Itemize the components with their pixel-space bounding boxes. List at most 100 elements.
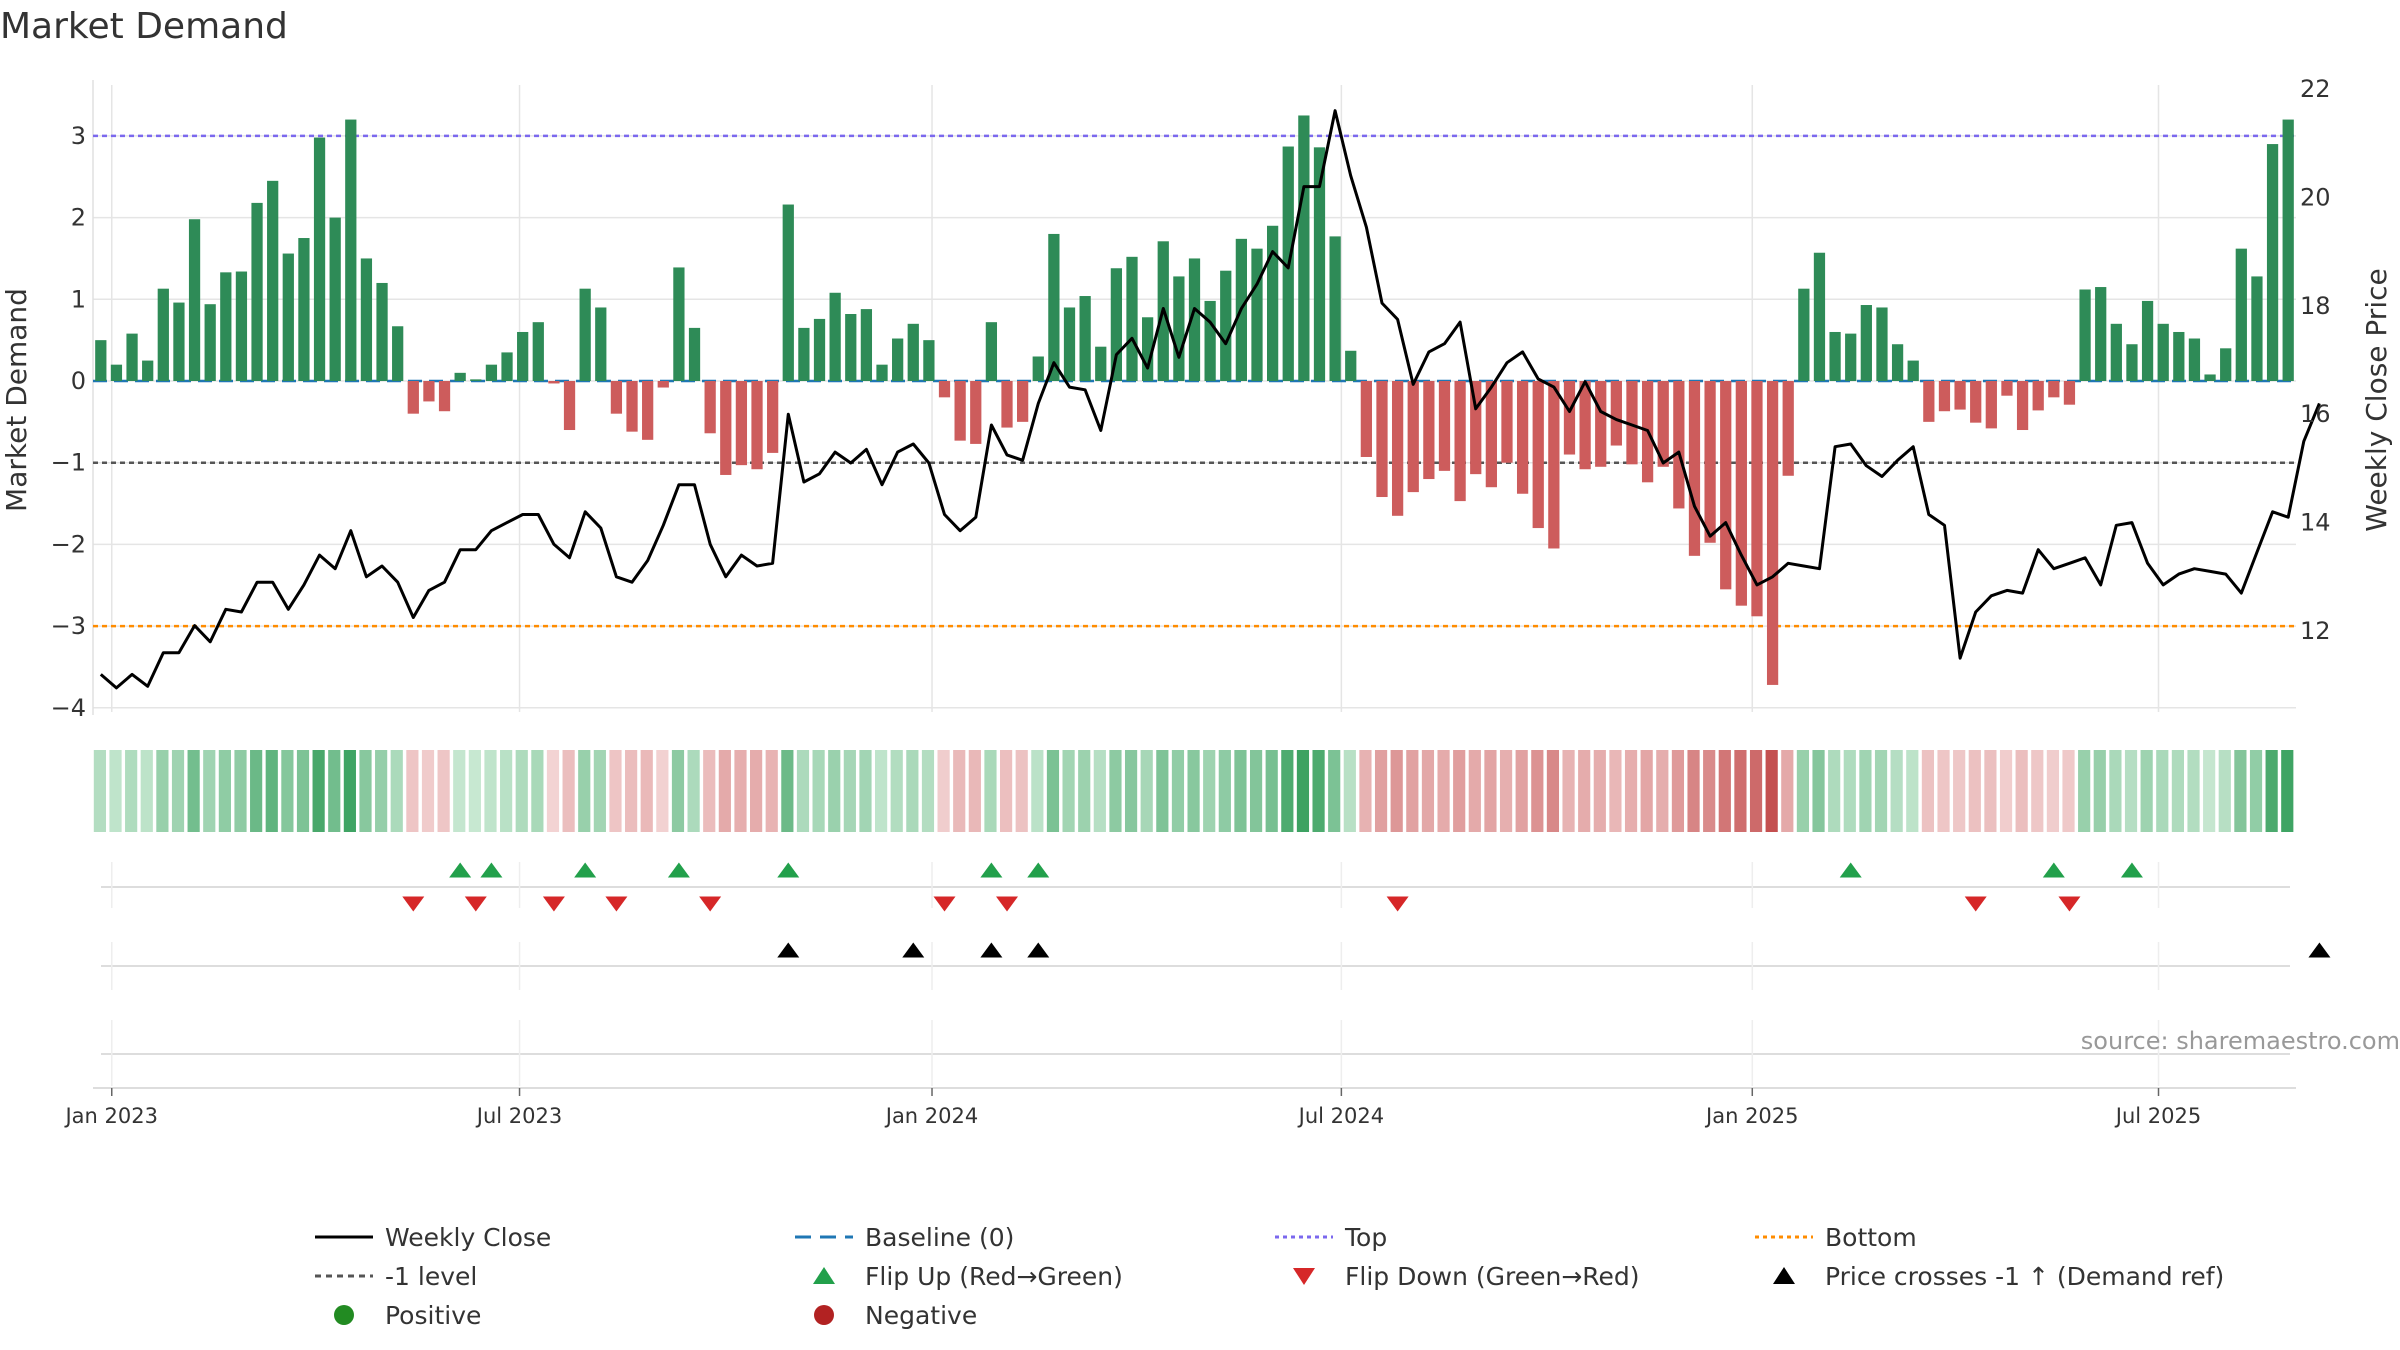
demand-bar [1938, 381, 1951, 412]
demand-bar [1298, 115, 1310, 381]
heat-tile [453, 750, 466, 832]
legend-label: Top [1344, 1223, 1387, 1252]
demand-bar [110, 364, 123, 381]
demand-bar [2095, 287, 2107, 381]
heat-tile [1437, 750, 1450, 832]
heat-tile [265, 750, 278, 832]
price-cross-marker [2308, 942, 2331, 958]
heat-tile [1124, 750, 1138, 832]
demand-bar [2001, 381, 2013, 396]
demand-bar [1423, 381, 1435, 480]
heat-tile [687, 750, 700, 832]
price-cross-marker [777, 942, 800, 958]
right-axis-ticks: 12 14 16 18 20 22 [2300, 75, 2331, 645]
demand-bar [298, 238, 310, 381]
demand-bar [1579, 381, 1591, 470]
left-tick-label: −4 [51, 694, 86, 722]
demand-bar [267, 180, 279, 381]
legend-flip-up-swatch [813, 1267, 835, 1284]
demand-bar [1626, 381, 1638, 465]
flip-up-marker [777, 862, 800, 878]
demand-bars [95, 115, 2294, 685]
heat-tile [953, 750, 966, 832]
demand-bar [454, 372, 466, 381]
demand-bar [1079, 296, 1091, 381]
heat-tile [1859, 750, 1872, 832]
heat-tile [781, 750, 794, 832]
heat-tile [1359, 750, 1372, 832]
demand-bar [1345, 350, 1357, 381]
demand-bar [767, 381, 779, 453]
heat-tile [1249, 750, 1263, 832]
demand-bar [1142, 317, 1154, 381]
demand-bar [1673, 381, 1685, 509]
demand-bar [1173, 276, 1185, 381]
demand-bar [1782, 381, 1794, 476]
heat-tile [1609, 750, 1622, 832]
heat-tile [312, 750, 325, 832]
demand-bar [188, 219, 201, 381]
demand-bar [1329, 236, 1341, 381]
heat-tile [1687, 750, 1700, 832]
left-tick-label: −3 [51, 612, 86, 640]
x-tick-label: Jul 2023 [475, 1104, 562, 1128]
left-axis-label: Market Demand [0, 288, 33, 512]
heat-tile [359, 750, 372, 832]
heat-tile [187, 750, 200, 832]
heat-tile [750, 750, 763, 832]
left-tick-label: −2 [51, 530, 86, 558]
flip-down-marker [464, 896, 487, 912]
demand-bar [673, 267, 685, 381]
heat-tile [234, 750, 247, 832]
demand-bar [1845, 333, 1857, 381]
heat-tile [2109, 750, 2122, 832]
heat-tile [1968, 750, 1981, 832]
x-tick-label: Jan 2023 [63, 1104, 158, 1128]
demand-bar [1110, 268, 1123, 381]
heat-tile [1546, 750, 1560, 832]
heat-tile [968, 750, 981, 832]
demand-bar [2048, 381, 2060, 398]
right-tick-label: 18 [2300, 292, 2331, 320]
demand-bar [1829, 331, 1841, 381]
heat-tile [1781, 750, 1794, 832]
right-tick-label: 14 [2300, 509, 2331, 537]
flip-up-marker [980, 862, 1003, 878]
demand-bar [392, 326, 404, 381]
heat-tile [1281, 750, 1294, 832]
heat-tile [1203, 750, 1216, 832]
heat-tile [1046, 750, 1060, 832]
flip-down-marker [996, 896, 1019, 912]
heat-tile [1093, 750, 1106, 832]
heat-tile [328, 750, 341, 832]
demand-bar [1454, 381, 1466, 502]
demand-bar [1985, 381, 1997, 429]
heat-tile [1078, 750, 1091, 832]
heat-tile [1531, 750, 1544, 832]
heat-tile [562, 750, 575, 832]
heat-tile [1999, 750, 2013, 832]
heat-tile [1390, 750, 1403, 832]
demand-bar [1751, 381, 1763, 617]
heat-tile [1906, 750, 1919, 832]
heat-tile [593, 750, 606, 832]
x-tick-label: Jul 2024 [1297, 1104, 1384, 1128]
demand-bar [579, 288, 591, 381]
demand-bar [173, 302, 185, 381]
heat-tile [484, 750, 497, 832]
x-axis-ticks: Jan 2023 Jul 2023 Jan 2024 Jul 2024 Jan 2025… [63, 1088, 2201, 1128]
demand-bar [1376, 381, 1388, 498]
heat-tile [515, 750, 528, 832]
demand-bar [2032, 381, 2044, 411]
demand-bar [204, 304, 216, 381]
demand-bar [657, 381, 669, 388]
demand-bar [470, 379, 482, 381]
heat-tile [2203, 750, 2216, 832]
demand-bar [626, 381, 638, 432]
heat-tile [1156, 750, 1169, 832]
demand-bar [642, 381, 654, 440]
heat-tile [1218, 750, 1231, 832]
demand-bar [1610, 381, 1622, 446]
demand-bar [1017, 381, 1029, 422]
